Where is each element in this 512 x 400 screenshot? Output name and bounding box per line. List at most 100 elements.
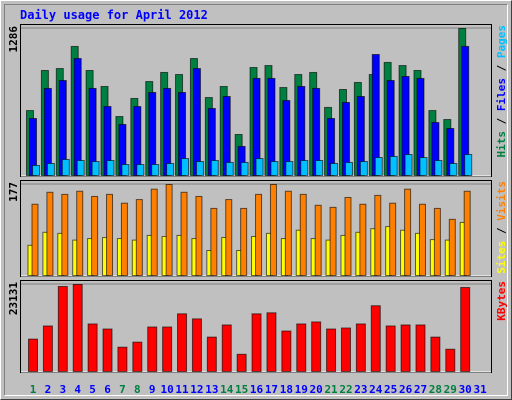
bar <box>28 338 38 372</box>
bar <box>330 162 339 176</box>
bar <box>404 188 412 276</box>
bar <box>389 202 397 276</box>
bar <box>464 154 473 176</box>
bar <box>400 324 411 373</box>
bar <box>240 207 248 276</box>
bar <box>147 326 158 373</box>
x-tick-label: 23 <box>354 383 367 396</box>
bar <box>87 323 98 373</box>
bar <box>73 58 82 177</box>
bar <box>91 195 99 276</box>
x-tick-label: 2 <box>45 383 52 396</box>
bar <box>120 202 128 276</box>
bar <box>266 312 277 373</box>
bar <box>221 324 232 373</box>
bar <box>135 199 143 276</box>
legend-separator: / <box>495 221 508 241</box>
bar <box>195 195 203 276</box>
bar <box>121 164 130 176</box>
bar <box>192 68 201 176</box>
bar <box>269 184 277 276</box>
bar <box>61 158 70 177</box>
bar <box>148 91 157 176</box>
bar <box>162 326 173 373</box>
bar <box>445 348 456 373</box>
bar <box>267 77 276 176</box>
bar <box>300 160 309 177</box>
x-tick-label: 18 <box>280 383 293 396</box>
x-tick-label: 31 <box>473 383 487 396</box>
chart-title: Daily usage for April 2012 <box>20 8 208 22</box>
bar <box>91 161 100 176</box>
bar <box>255 193 263 276</box>
x-tick-label: 20 <box>310 383 323 396</box>
bar <box>136 164 145 176</box>
bar <box>344 161 353 176</box>
bar <box>418 203 426 277</box>
bar <box>434 160 443 177</box>
legend-entry: Hits <box>495 131 508 158</box>
x-tick-label: 22 <box>339 383 352 396</box>
legend-entry: Visits <box>495 181 508 221</box>
bar <box>404 154 413 176</box>
bar <box>326 328 337 373</box>
bar <box>225 199 233 276</box>
bar <box>210 160 219 177</box>
x-tick-label: 19 <box>295 383 308 396</box>
bar <box>102 328 113 373</box>
legend-entry: Sites <box>495 241 508 274</box>
x-tick-label: 16 <box>250 383 264 396</box>
bar <box>76 160 85 177</box>
bar <box>31 203 39 277</box>
x-tick-label: 27 <box>414 383 427 396</box>
bar <box>57 286 68 372</box>
bar <box>206 336 217 372</box>
bar <box>240 161 249 176</box>
bar <box>430 336 441 372</box>
frame-inner <box>4 4 508 396</box>
bar <box>180 191 188 277</box>
legend: Sites / Visits <box>495 181 508 274</box>
bar <box>433 207 441 276</box>
bar <box>463 190 471 276</box>
bar <box>225 161 234 176</box>
x-tick-label: 14 <box>220 383 234 396</box>
bar <box>299 193 307 276</box>
bar <box>311 321 322 373</box>
x-tick-label: 10 <box>161 383 174 396</box>
x-tick-label: 15 <box>235 383 248 396</box>
bar <box>449 162 458 176</box>
x-tick-label: 24 <box>369 383 383 396</box>
bar <box>150 188 158 276</box>
bar <box>195 161 204 176</box>
bar <box>415 324 426 373</box>
x-tick-label: 11 <box>175 383 189 396</box>
x-tick-label: 12 <box>190 383 203 396</box>
frame-inner <box>4 4 508 396</box>
x-tick-label: 1 <box>30 383 37 396</box>
bar <box>42 325 53 372</box>
x-tick-label: 7 <box>119 383 126 396</box>
bar <box>314 204 322 276</box>
bar <box>210 207 218 276</box>
x-tick-label: 17 <box>265 383 278 396</box>
bar <box>166 162 175 176</box>
bar <box>419 157 428 176</box>
legend-separator: / <box>495 58 508 78</box>
x-tick-label: 4 <box>74 383 81 396</box>
y-tick-label: 23131 <box>7 282 20 315</box>
bar <box>181 158 190 177</box>
bar <box>329 206 337 276</box>
bar <box>355 323 366 373</box>
x-tick-label: 5 <box>89 383 96 396</box>
bar <box>270 161 279 176</box>
bar <box>177 313 188 372</box>
bar <box>251 313 262 372</box>
legend-separator: / <box>495 111 508 131</box>
bar <box>284 190 292 276</box>
y-tick-label: 177 <box>7 182 20 202</box>
x-tick-label: 28 <box>429 383 442 396</box>
bar <box>151 164 160 176</box>
